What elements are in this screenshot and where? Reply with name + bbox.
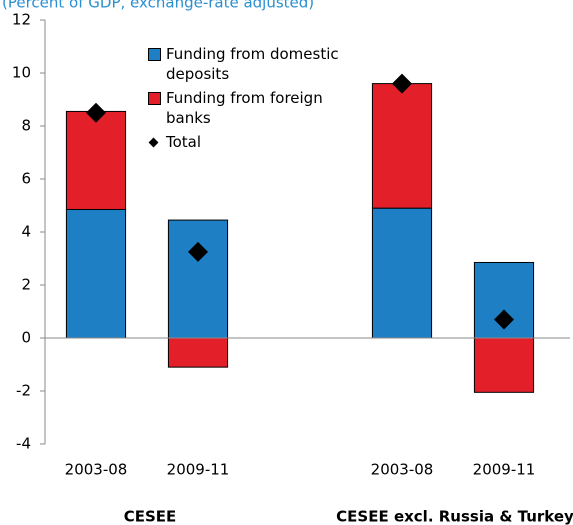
- legend: Funding from domestic deposits Funding fr…: [146, 44, 361, 156]
- group-label: CESEE excl. Russia & Turkey: [336, 508, 573, 525]
- bar-segment: [65, 208, 127, 339]
- bar-segment: [167, 219, 229, 339]
- y-tick-label: 8: [21, 117, 31, 135]
- x-tick-label: 2003-08: [371, 461, 434, 479]
- total-marker: [494, 309, 514, 330]
- y-tick-label: 10: [12, 64, 31, 82]
- bar-segment: [65, 110, 127, 210]
- y-tick-label: 12: [12, 11, 31, 29]
- group-label: CESEE: [124, 508, 177, 525]
- total-marker: [86, 102, 106, 123]
- total-marker: [188, 241, 208, 262]
- x-tick-label: 2009-11: [167, 461, 230, 479]
- chart-subtitle: (Percent of GDP, exchange-rate adjusted): [2, 0, 314, 12]
- legend-label: Funding from domestic deposits: [166, 45, 339, 83]
- legend-swatch: [148, 92, 161, 105]
- y-tick-label: 0: [21, 329, 31, 347]
- y-tick-label: 2: [21, 276, 31, 294]
- legend-swatch: [148, 48, 161, 61]
- total-marker: [392, 73, 412, 94]
- x-tick-label: 2003-08: [65, 461, 128, 479]
- legend-item: Funding from domestic deposits: [146, 44, 361, 84]
- y-tick-label: -2: [16, 382, 31, 400]
- bar-segment: [167, 337, 229, 368]
- bar-segment: [371, 207, 433, 339]
- y-tick-label: 6: [21, 170, 31, 188]
- bar-segment: [473, 337, 535, 393]
- y-tick-label: -4: [16, 435, 31, 453]
- y-tick-label: 4: [21, 223, 31, 241]
- legend-swatch: [148, 137, 159, 148]
- plot: -4 -2 0 2 4 6 8 10 12 2003-08 2009-11 2003-08 2009-1…: [12, 11, 573, 525]
- legend-label: Total: [166, 133, 202, 151]
- bar-segment: [371, 83, 433, 209]
- x-tick-label: 2009-11: [473, 461, 536, 479]
- legend-item: Total: [146, 132, 361, 152]
- legend-label: Funding from foreign banks: [166, 89, 323, 127]
- legend-item: Funding from foreign banks: [146, 88, 361, 128]
